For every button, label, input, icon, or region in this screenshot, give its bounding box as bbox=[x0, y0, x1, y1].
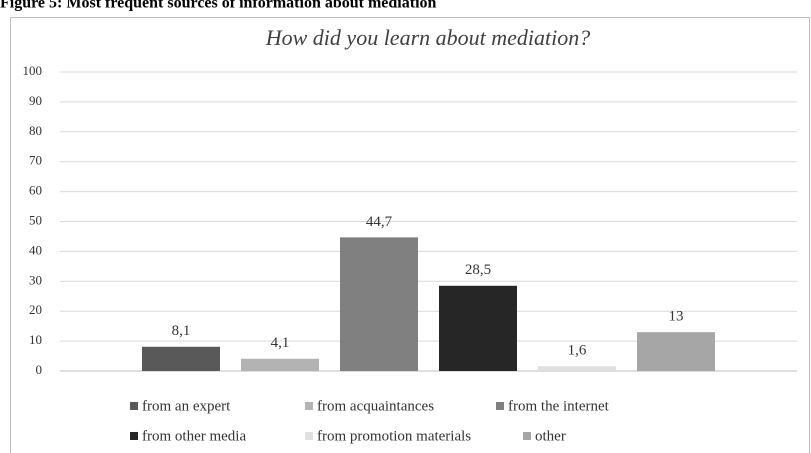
y-tick-label: 30 bbox=[29, 272, 42, 287]
legend-swatch bbox=[305, 432, 313, 440]
legend-label: from an expert bbox=[142, 398, 231, 414]
legend-swatch bbox=[523, 432, 531, 440]
legend-swatch bbox=[130, 432, 138, 440]
data-label: 44,7 bbox=[366, 214, 393, 230]
legend-label: from the internet bbox=[508, 398, 610, 414]
y-tick-label: 80 bbox=[29, 123, 42, 138]
bar bbox=[538, 366, 616, 371]
data-label: 8,1 bbox=[172, 323, 191, 339]
bar bbox=[340, 237, 418, 371]
data-label: 28,5 bbox=[465, 262, 491, 278]
y-tick-label: 10 bbox=[29, 332, 42, 347]
y-tick-label: 40 bbox=[29, 242, 42, 257]
chart-title: How did you learn about mediation? bbox=[265, 25, 590, 50]
data-label: 13 bbox=[669, 309, 684, 325]
legend-label: other bbox=[535, 428, 566, 444]
legend-label: from other media bbox=[142, 428, 246, 444]
bar bbox=[142, 346, 220, 371]
legend-label: from promotion materials bbox=[317, 428, 471, 444]
y-tick-label: 90 bbox=[29, 93, 42, 108]
y-tick-label: 50 bbox=[29, 212, 42, 227]
bar bbox=[439, 285, 517, 371]
y-tick-label: 100 bbox=[23, 63, 43, 78]
bar bbox=[637, 332, 715, 371]
legend-swatch bbox=[130, 402, 138, 410]
legend-label: from acquaintances bbox=[317, 398, 434, 414]
y-tick-label: 70 bbox=[29, 153, 42, 168]
data-label: 4,1 bbox=[271, 335, 290, 351]
chart-border bbox=[10, 17, 810, 453]
legend-swatch bbox=[496, 402, 504, 410]
y-tick-label: 0 bbox=[36, 362, 43, 377]
bar bbox=[241, 358, 319, 371]
caption: Figure 5: Most frequent sources of infor… bbox=[0, 0, 437, 12]
legend-swatch bbox=[305, 402, 313, 410]
y-tick-label: 60 bbox=[29, 183, 42, 198]
data-label: 1,6 bbox=[568, 343, 587, 359]
y-tick-label: 20 bbox=[29, 302, 42, 317]
